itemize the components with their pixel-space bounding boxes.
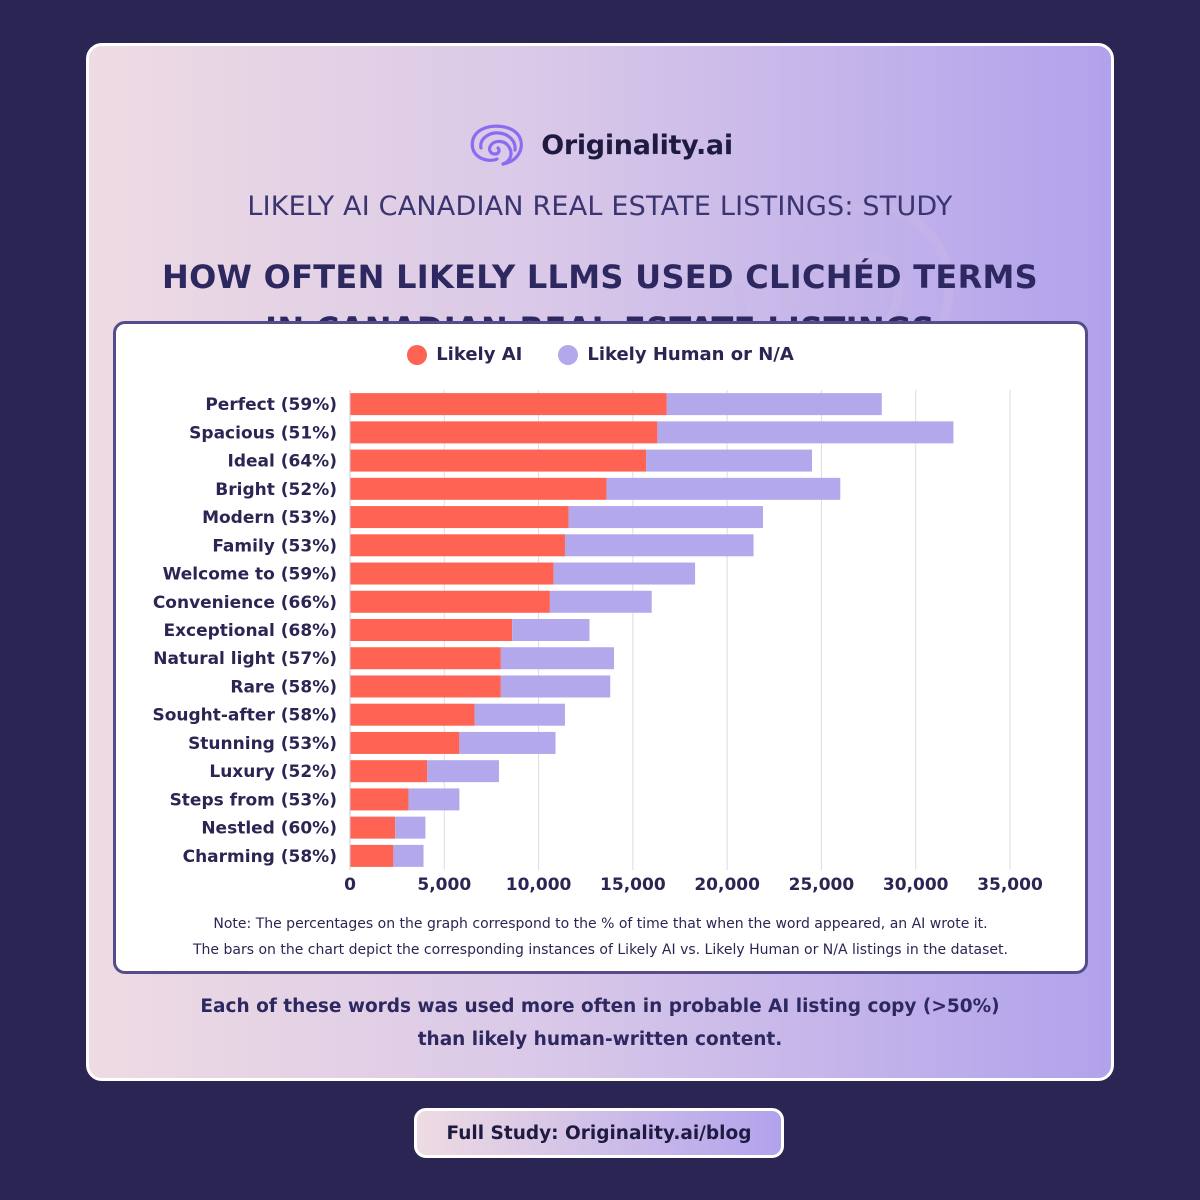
bar-likely-human (553, 562, 696, 585)
legend-swatch-likely-human (558, 344, 579, 365)
legend-label-likely-human: Likely Human or N/A (587, 344, 794, 365)
bar-likely-human (395, 816, 426, 839)
bar-likely-human (564, 534, 754, 557)
bar-likely-human (427, 760, 499, 783)
chart-legend: Likely AI Likely Human or N/A (116, 344, 1085, 365)
category-label: Exceptional (68%) (163, 621, 337, 641)
x-tick-label: 15,000 (600, 875, 666, 895)
x-tick-label: 25,000 (789, 875, 855, 895)
infographic-card: Originality.ai LIKELY AI CANADIAN REAL E… (86, 43, 1114, 1081)
x-tick-label: 0 (344, 875, 356, 895)
bar-likely-human (408, 788, 460, 811)
category-label: Steps from (53%) (170, 790, 337, 810)
bar-likely-ai (350, 844, 394, 867)
summary-line-2: than likely human-written content. (417, 1029, 783, 1050)
category-label: Natural light (57%) (153, 649, 337, 669)
bar-likely-human (646, 449, 812, 472)
x-tick-label: 5,000 (417, 875, 471, 895)
summary-line-1: Each of these words was used more often … (200, 996, 1000, 1017)
bar-likely-human (512, 619, 590, 641)
bar-likely-ai (350, 562, 554, 585)
bar-likely-ai (350, 506, 569, 529)
legend-swatch-likely-ai (407, 344, 428, 365)
legend-item-likely-ai: Likely AI (407, 344, 522, 365)
bar-likely-human (568, 506, 763, 529)
bar-likely-ai (350, 534, 565, 557)
bar-likely-ai (350, 703, 475, 726)
bar-likely-ai (350, 816, 396, 839)
bar-likely-ai (350, 393, 667, 416)
category-label: Nestled (60%) (201, 819, 337, 839)
chart-note-line-1: Note: The percentages on the graph corre… (213, 916, 988, 932)
legend-label-likely-ai: Likely AI (436, 344, 523, 365)
bar-likely-ai (350, 647, 501, 670)
bar-likely-human (500, 675, 611, 698)
category-label: Welcome to (59%) (163, 565, 337, 585)
bar-likely-ai (350, 449, 647, 472)
chart-card: Likely AI Likely Human or N/A 0 5,000 10,0… (113, 321, 1088, 974)
category-label: Sought-after (58%) (152, 706, 337, 726)
bar-likely-human (500, 647, 614, 670)
category-label: Rare (58%) (230, 677, 337, 697)
x-tick-label: 10,000 (506, 875, 572, 895)
study-label: LIKELY AI CANADIAN REAL ESTATE LISTINGS:… (247, 191, 953, 222)
category-label: Spacious (51%) (189, 423, 337, 443)
bar-likely-human (474, 703, 565, 726)
headline-line-1: HOW OFTEN LIKELY LLMS USED CLICHÉD TERMS (162, 258, 1038, 296)
bar-likely-ai (350, 731, 460, 754)
x-tick-label: 30,000 (883, 875, 949, 895)
brand-name: Originality.ai (541, 129, 733, 161)
bar-likely-human (393, 844, 424, 867)
chart-note-line-2: The bars on the chart depict the corresp… (192, 942, 1008, 958)
brand-header: Originality.ai (89, 121, 1111, 169)
legend-item-likely-human: Likely Human or N/A (558, 344, 794, 365)
category-label: Ideal (64%) (228, 452, 337, 472)
bar-likely-ai (350, 760, 428, 783)
x-tick-label: 35,000 (977, 875, 1043, 895)
x-tick-label: 20,000 (694, 875, 760, 895)
bar-likely-ai (350, 788, 409, 811)
stacked-bar-chart: 0 5,000 10,000 15,000 20,000 25,000 30,000 35,0… (152, 390, 1043, 895)
bar-likely-human (657, 421, 954, 444)
category-label: Stunning (53%) (188, 734, 337, 754)
bar-likely-human (606, 477, 841, 500)
bar-likely-ai (350, 590, 550, 613)
category-label: Bright (52%) (215, 480, 337, 500)
category-label: Convenience (66%) (153, 593, 337, 613)
bar-likely-ai (350, 675, 501, 698)
bar-likely-human (549, 590, 652, 613)
bar-likely-human (666, 393, 882, 416)
category-label: Family (53%) (212, 536, 337, 556)
brain-swirl-icon (470, 124, 524, 166)
bar-likely-ai (350, 421, 658, 444)
bar-likely-ai (350, 477, 607, 500)
bar-likely-ai (350, 619, 513, 641)
category-label: Perfect (59%) (205, 395, 337, 415)
full-study-link-label: Full Study: Originality.ai/blog (446, 1122, 752, 1144)
full-study-link[interactable]: Full Study: Originality.ai/blog (414, 1108, 784, 1158)
category-label: Charming (58%) (183, 847, 337, 867)
category-label: Luxury (52%) (209, 762, 337, 782)
bar-likely-human (459, 731, 556, 754)
category-label: Modern (53%) (202, 508, 337, 528)
